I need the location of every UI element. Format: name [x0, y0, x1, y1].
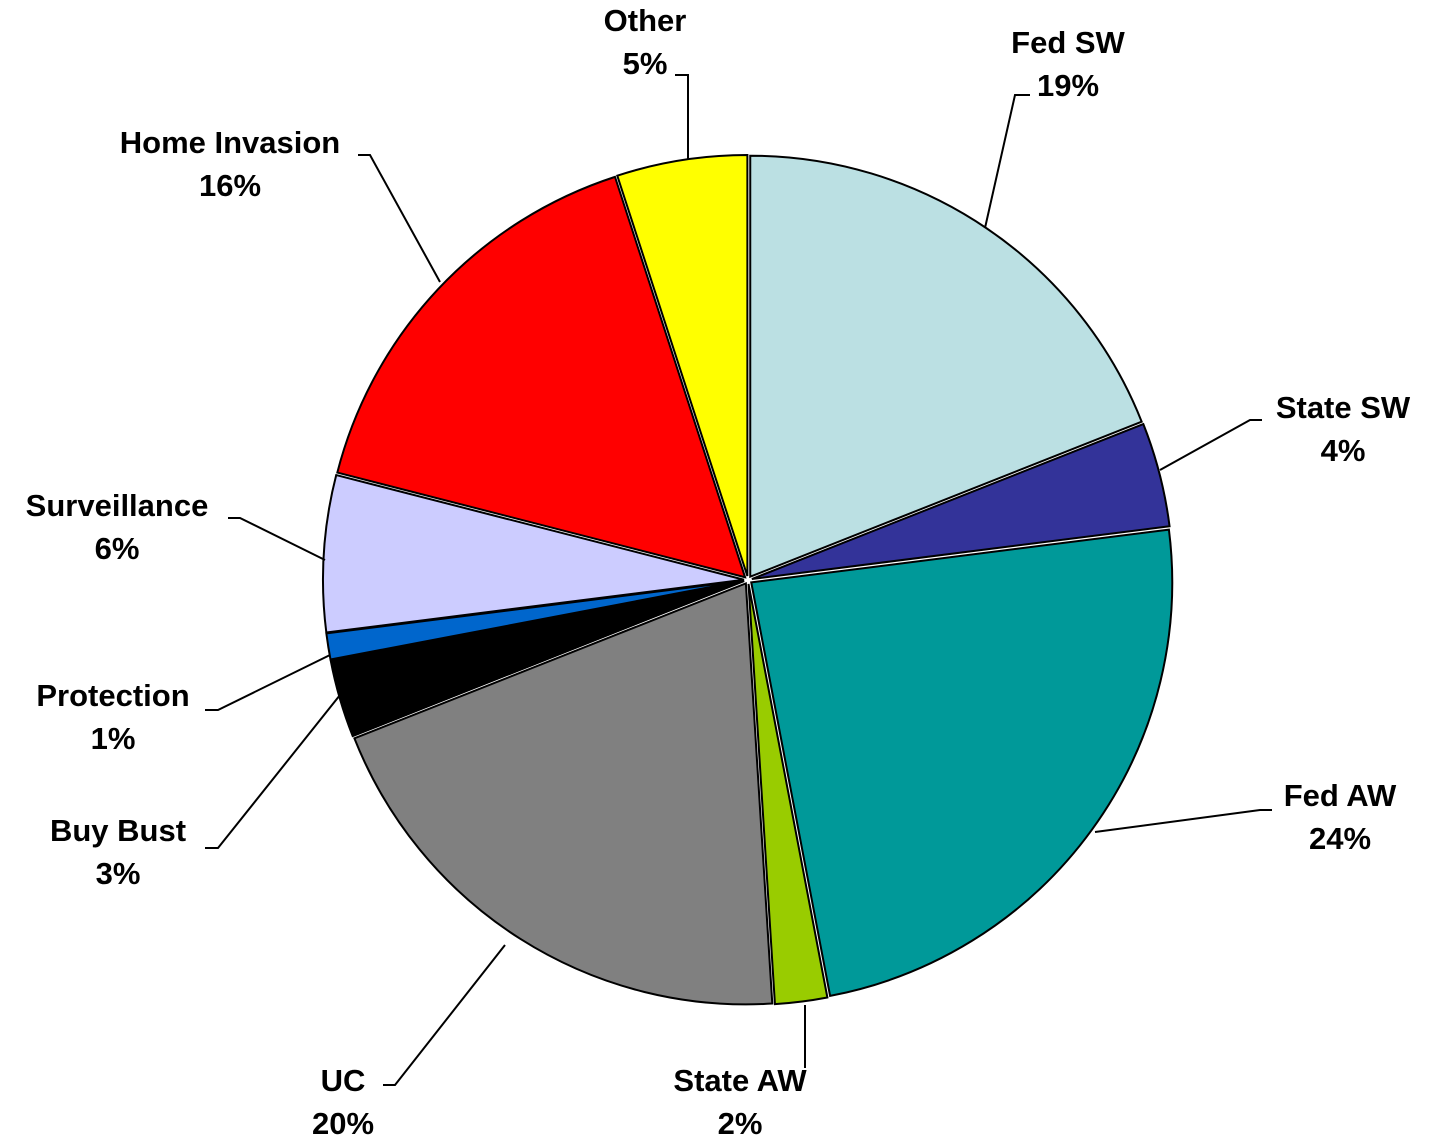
pie-slice — [616, 154, 749, 577]
slice-label: Buy Bust — [50, 813, 186, 848]
slice-value-label: 6% — [95, 531, 140, 566]
slice-value-label: 3% — [96, 856, 141, 891]
leader-line — [383, 944, 506, 1086]
leader-line — [358, 154, 441, 283]
slice-value-label: 5% — [623, 46, 668, 81]
slice-label: UC — [321, 1063, 366, 1098]
slice-value-label: 2% — [718, 1106, 763, 1141]
pie-slice — [749, 154, 1143, 579]
slice-label: Other — [604, 3, 687, 38]
slice-label: Protection — [36, 678, 189, 713]
pie-slice — [336, 175, 747, 579]
leader-line — [1159, 419, 1262, 471]
slice-value-label: 4% — [1321, 433, 1366, 468]
leader-line — [1094, 809, 1272, 833]
slice-value-label: 16% — [199, 168, 261, 203]
slice-label: Home Invasion — [120, 125, 341, 160]
pie-slice — [751, 422, 1171, 580]
pie-slice — [322, 473, 745, 634]
leader-line — [205, 694, 341, 849]
leader-line — [984, 94, 1030, 229]
pie-slice — [750, 528, 1174, 998]
slice-label: State AW — [673, 1063, 807, 1098]
pie-slice — [747, 583, 829, 1006]
slice-label: Fed SW — [1011, 25, 1125, 60]
slice-value-label: 20% — [312, 1106, 374, 1141]
slice-value-label: 24% — [1309, 821, 1371, 856]
leader-line — [205, 654, 331, 711]
slice-label: State SW — [1276, 390, 1411, 425]
slice-value-label: 1% — [91, 721, 136, 756]
leader-line — [675, 74, 689, 160]
pie-slice — [353, 581, 774, 1006]
slice-value-label: 19% — [1037, 68, 1099, 103]
leader-line — [228, 517, 326, 561]
slice-label: Surveillance — [26, 488, 209, 523]
slice-label: Fed AW — [1284, 778, 1397, 813]
